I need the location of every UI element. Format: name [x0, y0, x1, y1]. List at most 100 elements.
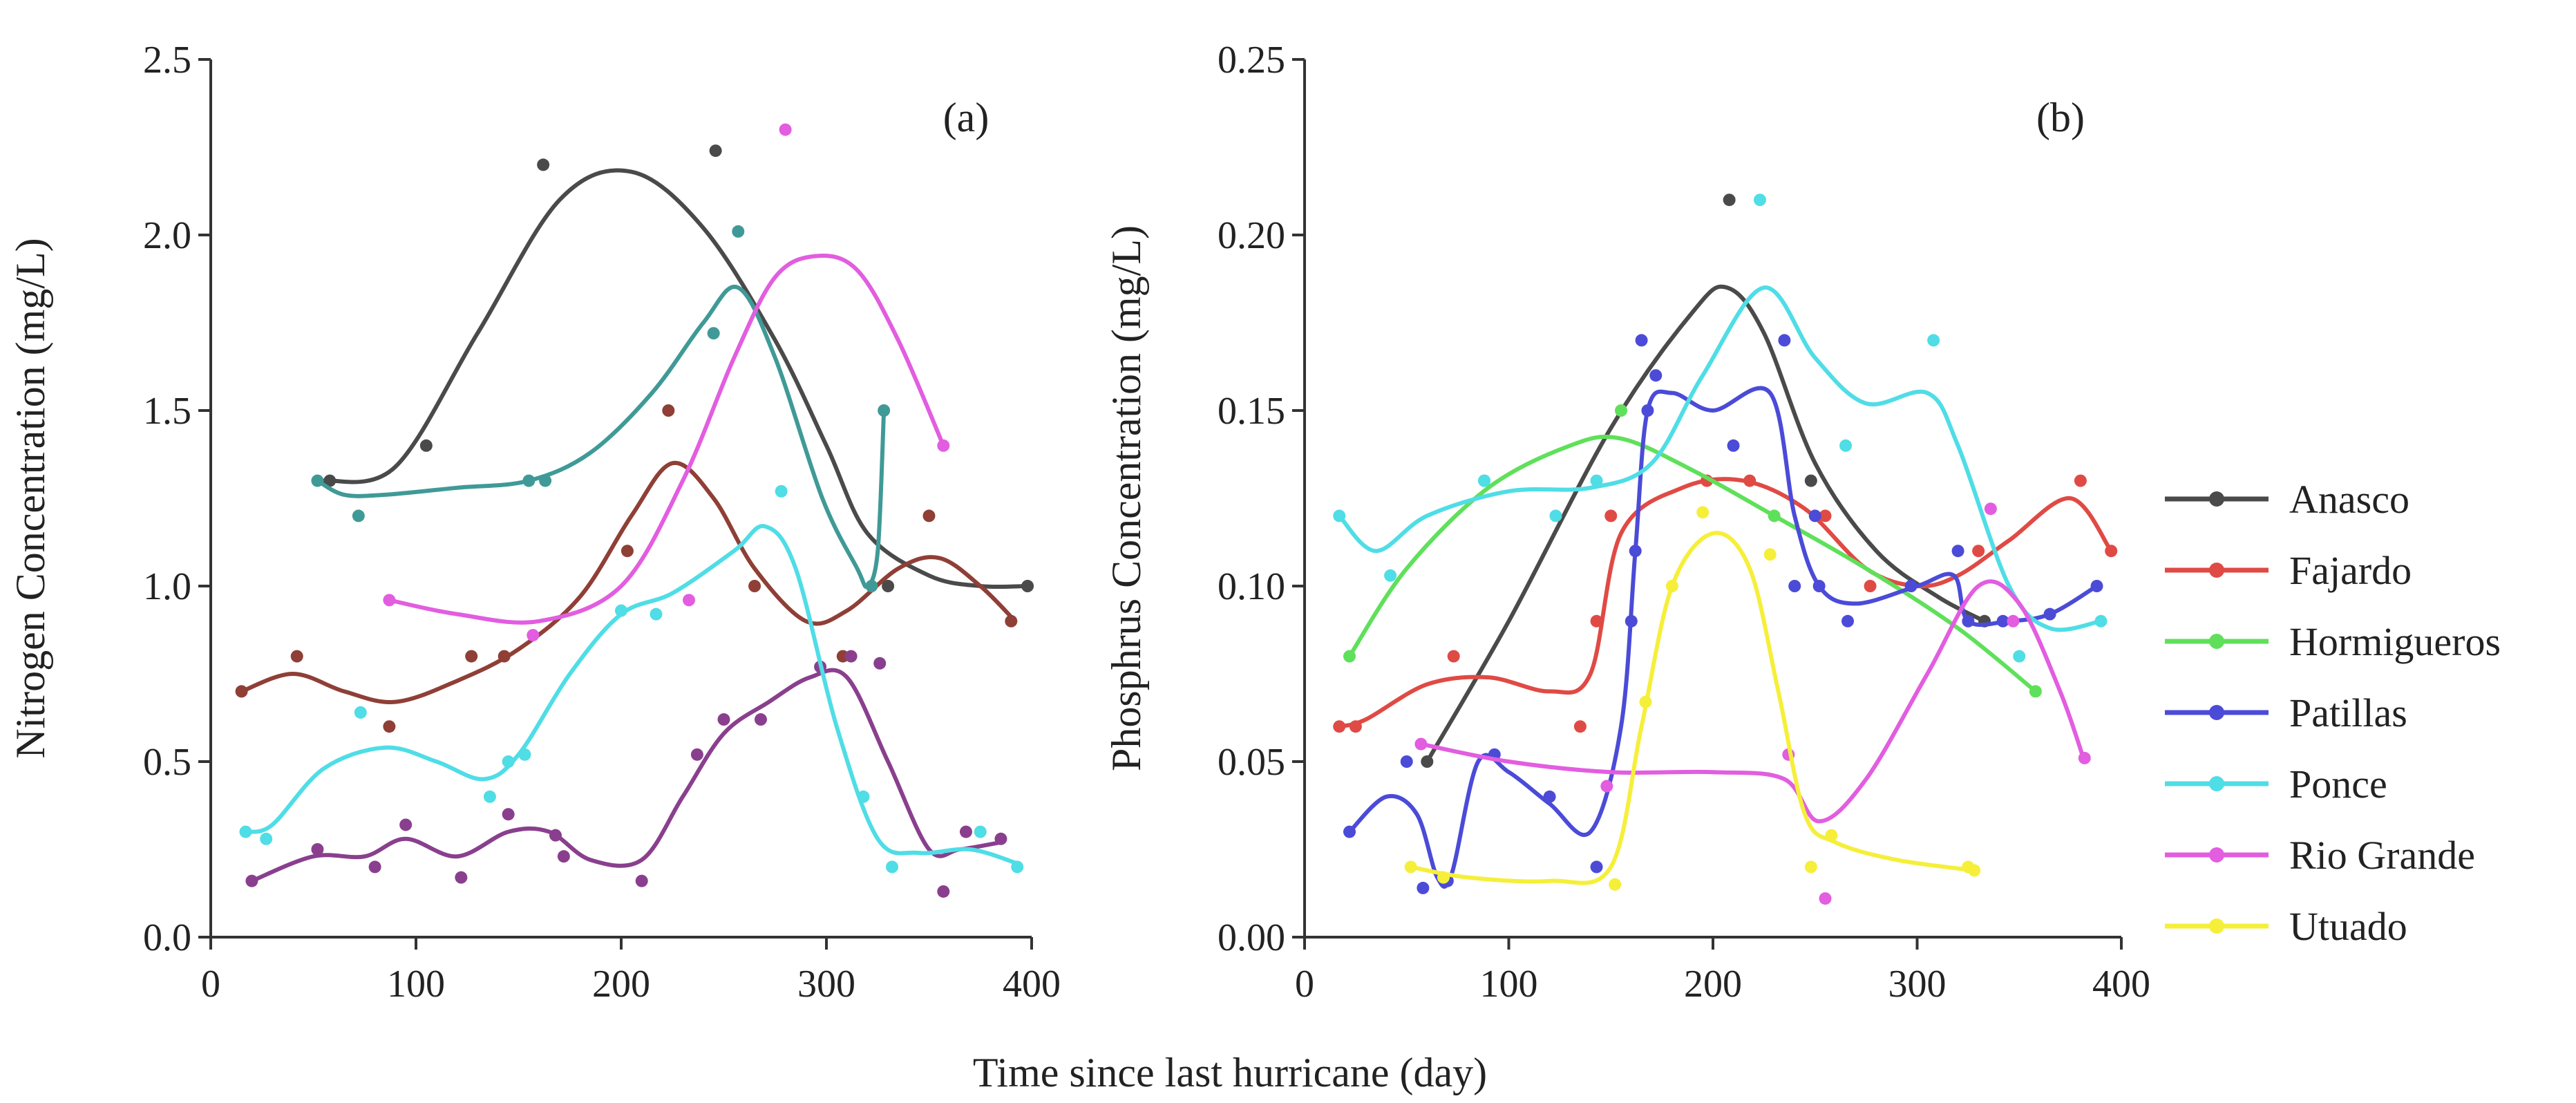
x-tick-label-a: 0 — [201, 963, 220, 1006]
x-tick-label-a: 300 — [797, 963, 855, 1006]
series-line-fajardo-a — [239, 460, 1018, 704]
panel-label-b: (b) — [2036, 95, 2085, 140]
panel-a-nitrogen: 0.0 0.5 1.0 1.5 2.0 2.5 0 100 200 300 400 Nitrogen … — [8, 39, 1061, 1006]
data-point-patillas-b — [1841, 614, 1855, 628]
y-tick-label-b: 0.05 — [1218, 741, 1285, 784]
data-point-patillas-a — [368, 860, 381, 874]
data-point-patillas-b — [1641, 404, 1654, 417]
data-point-anasco-a — [323, 474, 337, 487]
data-point-rio-grande-b — [1600, 780, 1613, 793]
data-point-utuado-b — [1665, 580, 1678, 592]
data-point-rio-grande-a — [383, 594, 396, 607]
x-tick-label-b: 100 — [1480, 963, 1538, 1006]
data-point-ponce-b — [1549, 509, 1562, 522]
data-point-ponce-a — [650, 607, 663, 621]
series-line-patillas-a — [249, 668, 1003, 883]
data-point-fajardo-b — [1864, 580, 1877, 592]
data-point-ponce-b — [1384, 569, 1397, 582]
data-point-patillas-b — [1727, 439, 1740, 452]
series-rio-grande-b — [1414, 502, 2091, 905]
legend-label: Hormigueros — [2289, 619, 2501, 664]
data-point-hormigueros-b — [2029, 685, 2042, 698]
data-point-fajardo-b — [1349, 720, 1362, 733]
data-point-patillas-b — [1625, 614, 1638, 628]
legend-item-hormigueros: Hormigueros — [2165, 619, 2501, 664]
data-point-rio-grande-a — [527, 629, 540, 642]
data-point-patillas-a — [557, 850, 570, 863]
data-point-fajardo-a — [922, 509, 936, 522]
legend-label: Utuado — [2289, 904, 2407, 949]
series-fajardo-b — [1333, 474, 2118, 733]
data-point-ponce-a — [518, 748, 531, 761]
x-tick-label-b: 200 — [1684, 963, 1742, 1006]
data-point-utuado-b — [1404, 860, 1417, 874]
data-point-patillas-a — [455, 871, 468, 884]
series-line-hormigueros-b — [1347, 434, 2038, 694]
data-point-rio-grande-b — [2078, 751, 2091, 764]
series-line-anasco-a — [321, 168, 1030, 590]
data-point-patillas-a — [873, 657, 887, 670]
series-line-hormigueros-a — [315, 284, 887, 589]
y-axis-title-a: Nitrogen Concentration (mg/L) — [8, 238, 53, 758]
data-point-patillas-b — [1590, 860, 1603, 874]
data-point-rio-grande-a — [779, 123, 792, 136]
series-ponce-b — [1333, 194, 2108, 663]
data-point-ponce-b — [1590, 474, 1603, 487]
data-point-ponce-b — [1753, 194, 1766, 207]
data-point-patillas-a — [690, 748, 703, 761]
data-point-ponce-a — [260, 832, 273, 845]
data-point-fajardo-b — [1333, 720, 1346, 733]
data-point-patillas-a — [635, 874, 648, 887]
data-point-fajardo-a — [621, 545, 634, 558]
data-point-ponce-a — [615, 604, 627, 617]
series-hormigueros-a — [311, 225, 891, 592]
data-point-patillas-a — [959, 825, 972, 838]
legend-swatch-marker — [2209, 563, 2224, 578]
data-point-ponce-a — [239, 825, 252, 838]
legend-item-anasco: Anasco — [2165, 477, 2409, 522]
data-point-fajardo-a — [235, 685, 248, 698]
data-point-patillas-a — [937, 885, 950, 898]
data-point-patillas-b — [1788, 580, 1801, 592]
data-point-hormigueros-a — [539, 474, 552, 487]
data-point-utuado-b — [1763, 548, 1777, 561]
y-tick-label-b: 0.20 — [1218, 214, 1285, 257]
series-line-ponce-b — [1337, 285, 2103, 632]
data-point-fajardo-b — [1604, 509, 1618, 522]
data-point-ponce-a — [1011, 860, 1024, 874]
data-point-rio-grande-b — [1819, 892, 1832, 905]
data-point-rio-grande-a — [937, 439, 950, 452]
legend-label: Ponce — [2289, 762, 2387, 807]
series-line-ponce-a — [243, 524, 1020, 866]
data-point-ponce-a — [775, 484, 788, 498]
y-tick-label-b: 0.25 — [1218, 39, 1285, 82]
x-axis-title: Time since last hurricane (day) — [973, 1050, 1487, 1095]
data-point-anasco-a — [537, 158, 550, 171]
legend-label: Rio Grande — [2289, 833, 2475, 878]
data-point-hormigueros-a — [865, 580, 878, 592]
data-point-patillas-b — [1962, 614, 1975, 628]
data-point-fajardo-b — [1573, 720, 1587, 733]
data-point-anasco-a — [709, 144, 722, 158]
data-point-hormigueros-a — [707, 327, 720, 340]
data-point-fajardo-b — [1819, 509, 1832, 522]
data-point-ponce-b — [1839, 439, 1853, 452]
data-point-patillas-b — [1904, 580, 1917, 592]
legend-label: Fajardo — [2289, 548, 2412, 593]
data-point-patillas-a — [245, 874, 258, 887]
data-point-rio-grande-b — [1414, 737, 1428, 751]
data-point-fajardo-a — [498, 650, 511, 663]
data-point-fajardo-b — [1590, 614, 1603, 628]
data-point-patillas-a — [311, 843, 324, 856]
y-tick-label-b: 0.15 — [1218, 390, 1285, 433]
data-point-utuado-b — [1609, 878, 1622, 891]
legend-swatch-marker — [2209, 491, 2224, 507]
series-anasco-a — [321, 144, 1034, 592]
data-point-fajardo-b — [1743, 474, 1756, 487]
data-point-ponce-a — [502, 755, 515, 768]
legend: Anasco Fajardo Hormigueros Patillas Ponce Rio… — [2165, 477, 2501, 949]
series-line-rio-grande-b — [1419, 579, 2087, 824]
y-tick-label-a: 1.0 — [143, 565, 191, 608]
data-point-patillas-b — [1635, 334, 1648, 347]
legend-swatch-marker — [2209, 705, 2224, 720]
